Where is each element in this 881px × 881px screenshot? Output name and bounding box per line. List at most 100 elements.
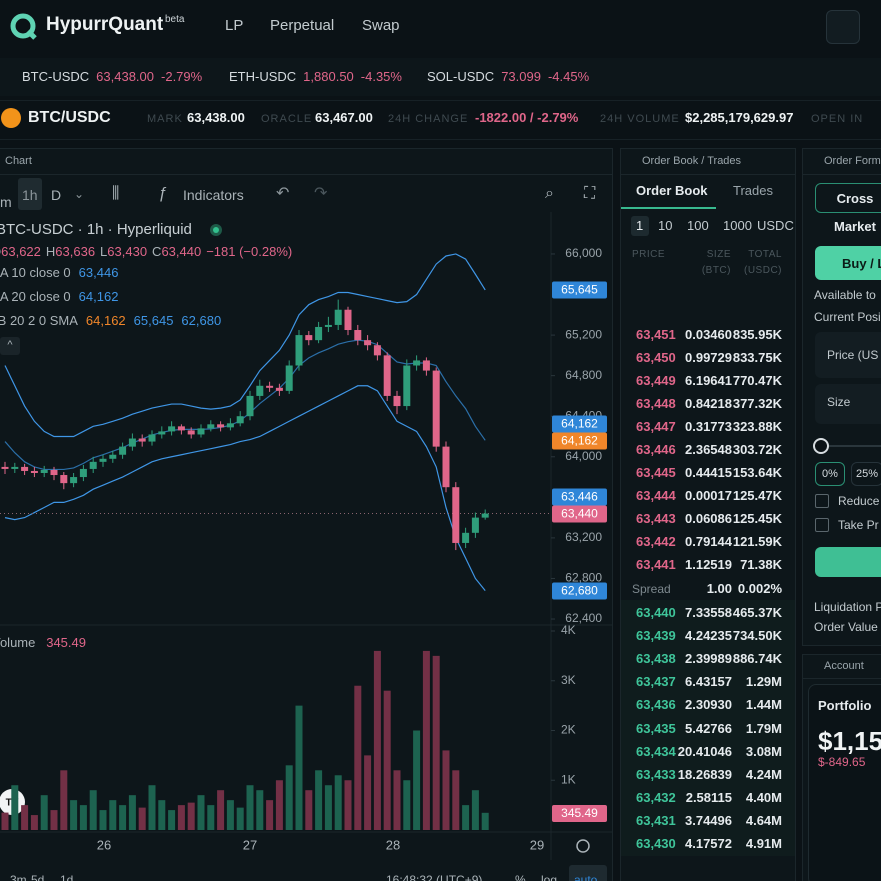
slider-knob[interactable] [813,438,829,454]
panel-title: Chart [5,155,32,167]
candle-body [1,466,9,469]
stat-label: OPEN IN [811,113,864,125]
nav-link[interactable]: Swap [362,17,400,34]
auto-toggle[interactable]: auto [574,873,598,881]
range[interactable]: 3m [10,873,27,881]
tab-active[interactable]: Order Book [636,183,708,198]
precision[interactable]: 10 [658,218,673,233]
indicator-value: 65,645 [133,313,174,328]
x-tick-label: 28 [386,837,400,852]
indicators-button[interactable]: Indicators [183,187,244,203]
ohlc-legend: O63,622 H63,636 L63,430 C63,440 −181 (−0.28%… [0,244,297,260]
book-price: 63,436 [636,697,676,713]
ticker-item[interactable]: SOL-USDC 73.099 -4.45% [427,69,589,85]
book-size: 4.24235 [685,628,732,644]
checkbox[interactable] [815,494,829,508]
redo[interactable]: ↷ [314,185,328,202]
tab[interactable]: Trades [733,183,773,198]
book-size: 1.12519 [685,557,732,572]
ohlc-value: 63,636 [55,244,96,259]
ohlc-value: 63,622 [1,244,41,259]
margin-mode[interactable]: Cross [815,183,881,213]
ohlc-value: 63,440 [161,244,202,259]
candle-body [373,345,381,356]
volume-bar [481,812,489,830]
volume-bar [393,770,401,830]
candle-body [158,431,166,435]
candle-body [442,446,450,488]
tab-underline [621,207,716,209]
candle-body [128,438,136,447]
ticker-price: 73.099 [501,69,541,84]
ticker-item[interactable]: BTC-USDC 63,438.00 -2.79% [22,69,202,85]
y-tick-label: 64,800 [565,368,602,382]
fullscreen[interactable]: ⛶ [584,185,596,202]
chart-type-button[interactable]: ⫼ [112,185,120,202]
logo-icon[interactable] [8,11,38,41]
nav-link[interactable]: LP [225,17,244,34]
undo[interactable]: ↶ [276,185,290,202]
log-toggle[interactable]: log [541,873,558,881]
candle-body [422,360,430,371]
percent-toggle[interactable]: % [515,873,526,881]
indicator-value: 62,680 [181,313,222,328]
candle-body [452,487,460,543]
book-price: 63,442 [636,534,676,549]
book-price: 63,434 [636,743,676,759]
ticker-symbol: SOL-USDC [427,69,495,84]
candle-body [148,434,156,442]
precision[interactable]: 1000 [723,218,752,233]
interval[interactable]: m [0,194,12,210]
candle-body [295,335,303,366]
ticker-change: -4.45% [547,69,590,84]
settings-icon[interactable] [576,839,590,853]
collapse-legend[interactable]: ^ [0,337,20,355]
portfolio-label: Portfolio [818,698,872,713]
market-symbol[interactable]: BTC/USDC [28,109,111,126]
interval[interactable]: 1h [22,187,38,203]
price-badge-label: 63,446 [561,490,598,504]
wallet-button[interactable] [826,10,860,44]
indicator-label: MA 20 close 0 [0,289,71,304]
checkbox[interactable] [815,518,829,532]
pct-button[interactable]: 0% [815,462,845,486]
x-tick-label: 29 [530,837,544,852]
candle-body [383,355,391,396]
candle-body [197,428,205,435]
submit-button[interactable] [815,547,881,577]
precision[interactable]: 1 [636,218,644,233]
book-total: 886.74K [732,651,782,667]
auto-bg [569,865,607,881]
buy-button[interactable]: Buy / L [815,246,881,280]
ticker-price: 1,880.50 [303,69,354,84]
book-price: 63,435 [636,720,676,736]
book-size: 2.39989 [685,651,732,667]
size-input[interactable] [815,384,881,424]
divider [621,174,795,175]
price-badge-label: 62,680 [561,584,598,598]
precision[interactable]: 100 [687,218,709,233]
price-input[interactable] [815,332,881,378]
ticker-item[interactable]: ETH-USDC 1,880.50 -4.35% [229,69,402,85]
range[interactable]: 1d [60,873,74,881]
interval[interactable]: D [51,187,62,203]
price-badge [552,432,607,450]
pct-button[interactable]: 25% [851,462,881,486]
volume-bar [89,790,97,830]
order-type-tab[interactable]: Market [834,219,876,234]
book-size: 4.17572 [685,836,732,851]
stat-value: $2,285,179,629.97 [685,110,794,125]
book-total: 377.32K [732,396,782,411]
interval-dropdown[interactable]: ⌄ [74,187,85,201]
unit[interactable]: USDC [757,218,794,233]
range[interactable]: 5d [31,873,45,881]
book-total: 3.08M [745,743,782,759]
chart: 66,00065,20064,80064,40064,00063,20062,8… [0,212,612,860]
search[interactable]: ⌕ [545,185,554,202]
logo-text[interactable]: HypurrQuant [46,14,164,35]
volume-bar [168,810,176,830]
column-header: SIZE (BTC) [701,249,731,276]
nav-link[interactable]: Perpetual [270,17,335,34]
indicators-icon[interactable]: ƒ [158,185,167,202]
volume-bar [334,775,342,830]
